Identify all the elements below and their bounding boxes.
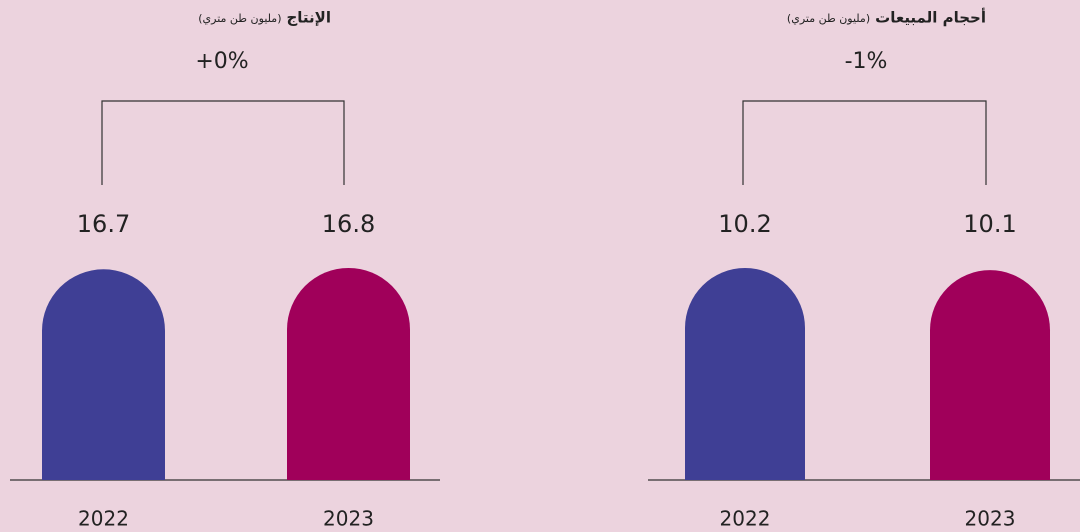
change-label: +0% <box>195 49 248 74</box>
bracket <box>742 100 987 185</box>
value-label: 16.7 <box>77 210 130 238</box>
x-tick-label: 2023 <box>965 507 1016 531</box>
bar <box>685 268 805 480</box>
x-tick-label: 2023 <box>323 507 374 531</box>
bar <box>287 267 410 480</box>
x-tick-label: 2022 <box>78 507 129 531</box>
bar <box>930 270 1050 480</box>
value-label: 16.8 <box>322 210 375 238</box>
value-label: 10.2 <box>718 210 771 238</box>
x-tick-label: 2022 <box>720 507 771 531</box>
bracket <box>101 100 345 185</box>
value-label: 10.1 <box>963 210 1016 238</box>
chart-title: الإنتاج <box>286 9 331 27</box>
unit-label: (مليون طن متري) <box>787 12 870 25</box>
unit-label: (مليون طن متري) <box>198 12 281 25</box>
chart-title: أحجام المبيعات <box>875 8 986 27</box>
bar <box>42 269 165 480</box>
change-label: -1% <box>845 49 888 74</box>
